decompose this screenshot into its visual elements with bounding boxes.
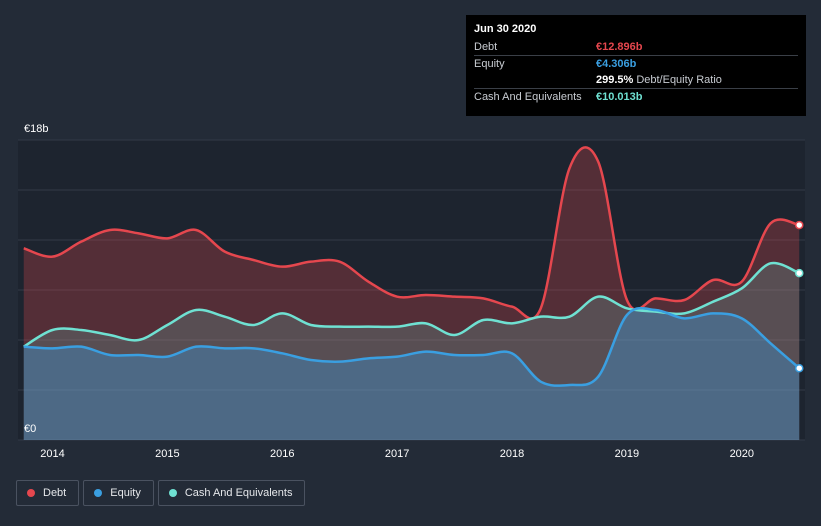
tooltip-row-debt: Debt €12.896b <box>474 39 798 56</box>
tooltip-row-cash: Cash And Equivalents €10.013b <box>474 89 798 105</box>
equity-endpoint <box>795 363 804 373</box>
legend-equity-label: Equity <box>110 487 141 499</box>
y-tick-label-top: €18b <box>24 123 48 135</box>
x-tick-label: 2019 <box>615 448 639 460</box>
gridlines <box>18 139 805 441</box>
x-tick-label: 2014 <box>40 448 64 460</box>
hover-tooltip: Jun 30 2020 Debt €12.896b Equity €4.306b… <box>466 15 806 116</box>
tooltip-cash-label: Cash And Equivalents <box>474 91 582 103</box>
legend: Debt Equity Cash And Equivalents <box>16 480 306 506</box>
x-tick-label: 2016 <box>270 448 294 460</box>
tooltip-date: Jun 30 2020 <box>474 23 537 35</box>
tooltip-equity-label: Equity <box>474 58 505 70</box>
x-tick-label: 2018 <box>500 448 524 460</box>
legend-item-debt[interactable]: Debt <box>16 480 80 506</box>
x-tick-label: 2020 <box>730 448 754 460</box>
equity-dot-icon <box>94 489 103 497</box>
x-tick-labels: 2014 2015 2016 2017 2018 2019 2020 <box>40 448 754 460</box>
y-tick-label-bottom: €0 <box>24 423 36 435</box>
tooltip-row-ratio: 299.5% Debt/Equity Ratio <box>474 72 798 89</box>
cash-area <box>23 262 800 440</box>
debt-endpoint <box>795 220 804 230</box>
tooltip-row-equity: Equity €4.306b <box>474 56 798 72</box>
cash-dot-icon <box>168 489 177 497</box>
tooltip-debt-value: €12.896b <box>596 41 643 53</box>
legend-item-cash[interactable]: Cash And Equivalents <box>157 480 306 506</box>
tooltip-cash-value: €10.013b <box>596 91 643 103</box>
legend-cash-label: Cash And Equivalents <box>184 487 293 499</box>
x-tick-label: 2017 <box>385 448 409 460</box>
series-lines <box>23 146 801 387</box>
series-areas <box>23 147 800 440</box>
legend-item-equity[interactable]: Equity <box>83 480 154 506</box>
series-endpoints <box>795 220 804 373</box>
legend-debt-label: Debt <box>43 487 67 499</box>
debt-dot-icon <box>27 489 35 497</box>
equity-area <box>23 308 800 440</box>
cash-endpoint <box>795 268 804 278</box>
tooltip-equity-value: €4.306b <box>596 58 637 70</box>
tooltip-ratio-value: 299.5% <box>596 74 634 86</box>
tooltip-debt-label: Debt <box>474 41 498 53</box>
tooltip-ratio-label: Debt/Equity Ratio <box>636 74 722 86</box>
debt-line <box>23 146 800 320</box>
equity-line <box>23 306 801 387</box>
x-tick-label: 2015 <box>155 448 179 460</box>
debt-area <box>23 147 800 440</box>
